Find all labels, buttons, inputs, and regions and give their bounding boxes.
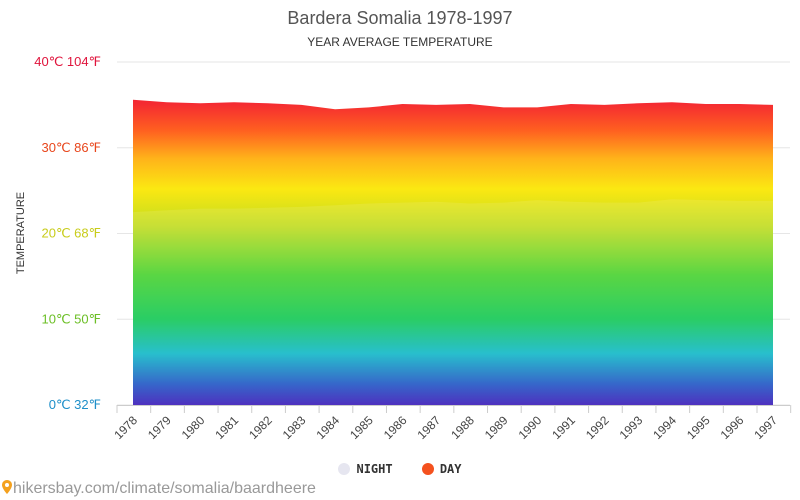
- x-tick-label: 1978: [111, 413, 140, 442]
- x-tick-label: 1987: [414, 413, 443, 442]
- y-tick-label: 30℃ 86℉: [41, 140, 101, 155]
- x-tick-label: 1995: [684, 413, 713, 442]
- day-series-area: [133, 99, 773, 405]
- legend-day-label: DAY: [439, 462, 462, 476]
- x-tick-label: 1983: [280, 413, 309, 442]
- x-tick-label: 1990: [516, 413, 545, 442]
- y-axis-label: TEMPERATURE: [15, 192, 27, 274]
- source-text: hikersbay.com/climate/somalia/baardheere: [13, 480, 316, 497]
- x-tick-label: 1982: [246, 413, 275, 442]
- x-tick-label: 1985: [347, 413, 376, 442]
- y-tick-label: 40℃ 104℉: [34, 54, 101, 69]
- x-tick-label: 1989: [482, 413, 511, 442]
- x-tick-label: 1994: [650, 413, 679, 442]
- day-legend-marker: [421, 463, 434, 475]
- y-tick-label: 20℃ 68℉: [41, 226, 101, 241]
- x-axis: 1978 1979 1980 1981 1982 1983 1984 1985 1986 1987…: [111, 405, 792, 442]
- night-legend-marker: [338, 463, 351, 475]
- x-tick-label: 1996: [718, 413, 747, 442]
- y-tick-label: 0℃ 32℉: [49, 397, 101, 412]
- x-tick-label: 1984: [313, 413, 342, 442]
- x-tick-label: 1991: [549, 413, 578, 442]
- chart-title: Bardera Somalia 1978-1997: [287, 8, 512, 28]
- x-tick-label: 1993: [617, 413, 646, 442]
- source-link[interactable]: hikersbay.com/climate/somalia/baardheere: [2, 480, 316, 498]
- x-tick-label: 1980: [179, 413, 208, 442]
- plot-area: [133, 99, 773, 405]
- legend-night-label: NIGHT: [356, 462, 393, 476]
- map-pin-icon: [2, 480, 12, 494]
- legend-item-night[interactable]: NIGHT: [338, 462, 393, 476]
- y-axis-ticks: 0℃ 32℉ 10℃ 50℉ 20℃ 68℉ 30℃ 86℉ 40℃ 104℉: [34, 54, 101, 412]
- legend-item-day[interactable]: DAY: [421, 462, 462, 476]
- x-tick-label: 1986: [381, 413, 410, 442]
- night-series-area: [133, 199, 773, 405]
- x-tick-label: 1979: [145, 413, 174, 442]
- y-tick-label: 10℃ 50℉: [41, 311, 101, 326]
- x-tick-label: 1988: [448, 413, 477, 442]
- legend: NIGHT DAY: [0, 462, 800, 476]
- chart-subtitle: YEAR AVERAGE TEMPERATURE: [307, 35, 492, 49]
- x-tick-label: 1992: [583, 413, 612, 442]
- x-tick-label: 1997: [751, 413, 780, 442]
- x-tick-label: 1981: [212, 413, 241, 442]
